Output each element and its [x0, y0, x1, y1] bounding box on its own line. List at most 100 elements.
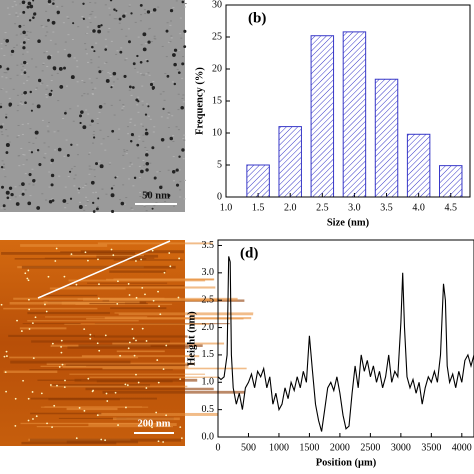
- texture: [88, 153, 91, 155]
- texture: [20, 73, 23, 75]
- particle: [67, 53, 72, 58]
- texture: [9, 78, 12, 80]
- texture: [50, 162, 53, 164]
- particle: [27, 397, 30, 400]
- texture: [17, 104, 20, 106]
- streak: [40, 294, 98, 297]
- streak: [62, 365, 189, 368]
- texture: [115, 53, 118, 55]
- streak: [83, 297, 238, 301]
- texture: [153, 35, 156, 37]
- texture: [132, 185, 135, 187]
- texture: [91, 122, 94, 124]
- particle: [56, 10, 60, 15]
- particle: [47, 55, 52, 60]
- texture: [83, 209, 86, 211]
- texture: [123, 149, 126, 151]
- texture: [67, 34, 70, 36]
- texture: [160, 185, 163, 187]
- streak: [88, 423, 177, 426]
- particle: [151, 249, 154, 252]
- particle: [133, 176, 137, 180]
- particle: [135, 373, 137, 376]
- texture: [89, 1, 92, 3]
- particle: [152, 8, 157, 12]
- texture: [148, 27, 151, 29]
- texture: [122, 104, 125, 106]
- particle: [21, 192, 25, 196]
- streak: [37, 379, 82, 381]
- texture: [96, 206, 99, 208]
- texture: [145, 73, 148, 75]
- particle: [104, 439, 107, 442]
- particle: [83, 328, 86, 331]
- particle: [0, 65, 2, 69]
- texture: [64, 207, 67, 209]
- particle: [79, 114, 82, 118]
- texture: [83, 93, 86, 95]
- particle: [82, 125, 87, 130]
- texture: [116, 50, 119, 52]
- texture: [66, 203, 69, 205]
- texture: [77, 192, 80, 194]
- texture: [85, 196, 88, 198]
- y-tick-label: 30: [212, 0, 222, 10]
- particle: [177, 71, 181, 75]
- particle: [180, 437, 183, 440]
- texture: [93, 176, 96, 178]
- texture: [157, 6, 160, 8]
- texture: [91, 88, 94, 90]
- texture: [129, 118, 132, 120]
- particle: [110, 187, 114, 190]
- texture: [177, 93, 180, 95]
- texture: [24, 68, 27, 70]
- texture: [5, 77, 8, 79]
- particle: [114, 176, 117, 179]
- texture: [64, 186, 67, 188]
- streak: [104, 317, 252, 320]
- streak: [113, 259, 183, 261]
- texture: [127, 133, 130, 135]
- streak: [50, 385, 188, 388]
- texture: [76, 66, 79, 68]
- texture: [86, 93, 89, 95]
- texture: [122, 154, 125, 156]
- texture: [86, 32, 89, 34]
- texture: [50, 95, 53, 97]
- texture: [66, 16, 69, 18]
- particle: [151, 207, 154, 210]
- particle: [157, 290, 159, 293]
- texture: [43, 142, 46, 144]
- texture: [4, 68, 7, 70]
- texture: [131, 163, 134, 165]
- particle: [181, 148, 185, 152]
- particle: [51, 426, 53, 429]
- texture: [167, 169, 170, 171]
- particle: [22, 10, 26, 14]
- particle: [175, 168, 179, 172]
- texture: [70, 168, 73, 170]
- texture: [12, 88, 15, 90]
- texture: [40, 25, 43, 27]
- texture: [124, 203, 127, 205]
- particle: [127, 347, 130, 350]
- texture: [43, 157, 46, 159]
- particle: [112, 71, 117, 76]
- texture: [160, 116, 163, 118]
- texture: [22, 164, 25, 166]
- texture: [2, 167, 5, 169]
- profile-line: [37, 240, 171, 299]
- bar: [439, 165, 463, 198]
- particle: [116, 302, 119, 305]
- texture: [134, 67, 137, 69]
- texture: [138, 177, 141, 179]
- particle: [35, 415, 38, 418]
- texture: [128, 89, 131, 91]
- texture: [143, 164, 146, 166]
- texture: [108, 7, 111, 9]
- texture: [21, 93, 24, 95]
- y-tick-label: 3.0: [202, 267, 215, 278]
- texture: [42, 63, 45, 65]
- texture: [117, 138, 120, 140]
- texture: [64, 110, 67, 112]
